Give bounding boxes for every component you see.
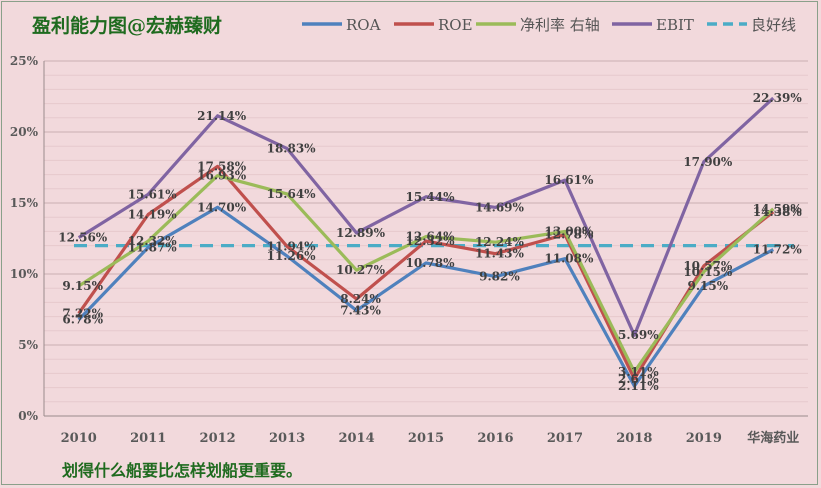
data-label: 12.56% [58,231,108,245]
data-label: 11.43% [475,247,525,261]
series-lines [74,96,794,388]
legend-label: 良好线 [751,16,796,34]
y-tick-label: 5% [18,338,38,352]
y-tick-label: 25% [10,54,39,68]
data-label: 16.61% [544,173,594,187]
x-tick-label: 华海药业 [747,430,799,446]
data-label: 14.38% [753,205,803,219]
x-tick-label: 2011 [130,431,166,446]
data-label: 12.32% [406,234,456,248]
series-line-2 [77,173,775,374]
legend-label: ROE [438,16,473,34]
x-tick-label: 2015 [408,431,444,446]
data-label: 2.11% [618,379,659,393]
data-label: 5.69% [618,328,659,342]
data-label: 2.61% [618,372,659,386]
data-label: 14.69% [475,200,525,214]
series-line-0 [77,205,775,388]
y-tick-label: 10% [10,267,39,281]
data-label: 12.24% [475,235,525,249]
x-tick-label: 2010 [61,431,97,446]
data-label: 12.32% [128,234,178,248]
data-label: 22.39% [753,91,803,105]
x-tick-label: 2016 [477,431,513,446]
data-label: 21.14% [197,109,247,123]
data-label: 15.64% [267,187,317,201]
data-label: 15.44% [406,190,456,204]
data-label: 10.27% [336,263,386,277]
data-label: 8.24% [340,292,381,306]
x-tick-label: 2014 [338,431,374,446]
data-label: 9.15% [687,279,728,293]
x-tick-label: 2012 [200,431,236,446]
data-label: 12.64% [406,230,456,244]
data-label: 14.70% [197,200,247,214]
data-label: 11.87% [128,240,178,254]
data-label: 11.26% [267,249,317,263]
chart-title: 盈利能力图@宏赫臻财 [31,14,222,37]
x-tick-label: 2017 [547,431,583,446]
y-tick-label: 15% [10,196,39,210]
data-label: 6.78% [62,313,103,327]
series-line-3 [77,96,775,337]
data-label: 9.15% [62,279,103,293]
data-label: 11.08% [544,252,594,266]
y-axis: 0% 5% 10% 15% 20% 25% [10,54,39,423]
legend-label: ROA [346,16,381,34]
y-tick-label: 0% [18,409,38,423]
data-label: 16.93% [197,169,247,183]
data-label: 18.83% [267,142,317,156]
data-label: 15.61% [128,187,178,201]
data-label: 7.43% [340,303,381,317]
data-label: 14.19% [128,208,178,222]
data-label: 10.57% [683,259,733,273]
x-tick-label: 2018 [616,431,652,446]
data-label: 12.89% [336,226,386,240]
legend-label: EBIT [656,16,694,34]
data-label: 7.22% [62,306,103,320]
x-tick-label: 2013 [269,431,305,446]
x-tick-label: 2019 [686,431,722,446]
data-label: 3.11% [618,365,659,379]
data-label: 17.58% [197,159,247,173]
data-label: 12.78% [544,228,594,242]
x-axis: 2010 2011 2012 2013 2014 2015 2016 2017 2018 2019… [61,430,800,446]
legend-label: 净利率 右轴 [520,16,600,34]
data-label: 10.78% [406,256,456,270]
data-label: 13.00% [544,224,594,238]
data-labels: 6.78% 11.87% 14.70% 11.26% 7.43% 10.78% 9.82% 1… [58,91,802,393]
footer-note: 划得什么船要比怎样划船更重要。 [62,461,302,480]
legend: ROA ROE 净利率 右轴 EBIT 良好线 [302,16,796,34]
data-label: 9.82% [479,270,520,284]
data-label: 17.90% [683,155,733,169]
data-label: 11.72% [753,243,803,257]
data-label: 14.59% [753,202,803,216]
y-tick-label: 20% [10,125,39,139]
data-label: 10.15% [683,265,733,279]
data-label: 11.94% [267,239,317,253]
